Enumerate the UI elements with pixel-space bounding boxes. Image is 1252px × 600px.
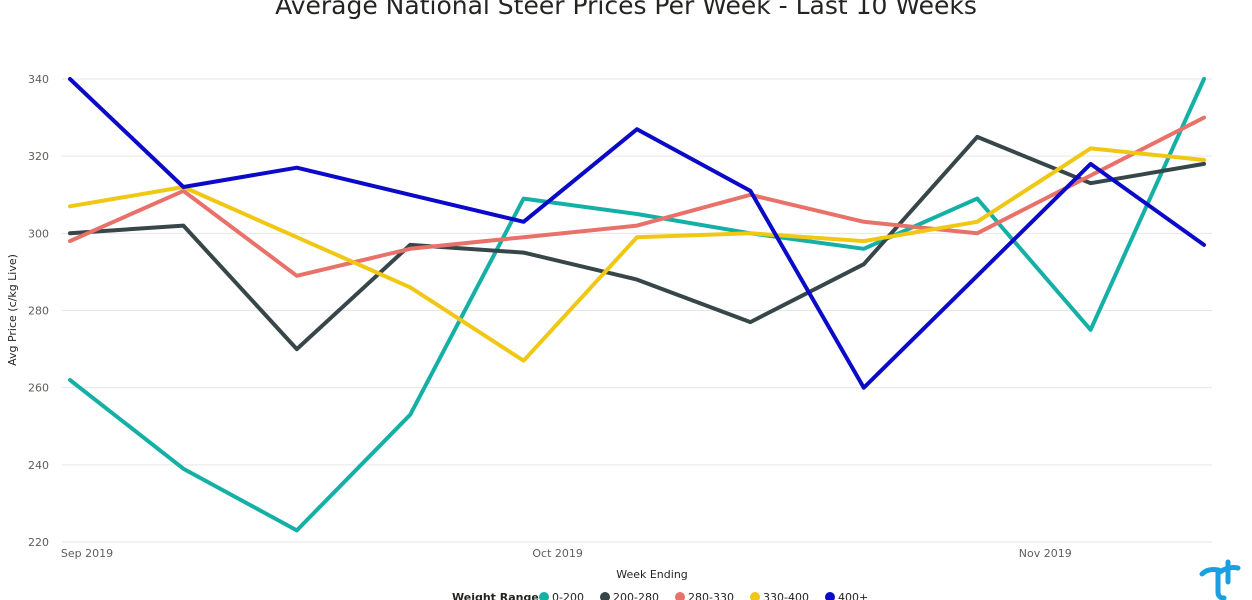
- x-tick-label: Nov 2019: [1019, 547, 1072, 560]
- legend-label: 280-330: [688, 591, 734, 600]
- x-axis: Sep 2019 Oct 2019 Nov 2019: [61, 547, 1072, 560]
- legend-marker: [825, 592, 835, 600]
- x-axis-title: Week Ending: [616, 568, 688, 581]
- gridlines: [62, 78, 1212, 543]
- legend-label: 200-280: [613, 591, 659, 600]
- series-line-330-400: [68, 146, 1206, 363]
- legend-marker: [600, 592, 610, 600]
- series-line-400+: [68, 77, 1206, 390]
- y-axis: 220 240 260 280 300 320 340: [28, 73, 49, 549]
- y-tick-label: 320: [28, 150, 49, 163]
- legend-marker: [539, 592, 549, 600]
- legend-label: 0-200: [552, 591, 584, 600]
- series-line-200-280: [68, 134, 1206, 352]
- y-tick-label: 260: [28, 382, 49, 395]
- legend-title: Weight Range: [452, 591, 539, 600]
- series-line-0-200: [68, 77, 1206, 533]
- y-axis-title: Avg Price (c/kg Live): [6, 254, 19, 366]
- chart-title: Average National Steer Prices Per Week -…: [275, 0, 977, 20]
- y-tick-label: 340: [28, 73, 49, 86]
- legend-marker: [750, 592, 760, 600]
- series-lines: [68, 77, 1206, 533]
- x-tick-label: Oct 2019: [532, 547, 583, 560]
- y-tick-label: 240: [28, 459, 49, 472]
- y-tick-label: 220: [28, 536, 49, 549]
- y-tick-label: 300: [28, 227, 49, 240]
- y-tick-label: 280: [28, 305, 49, 318]
- legend: Weight Range 0-200 200-280 280-330 330-400 4…: [452, 591, 868, 600]
- legend-label: 400+: [838, 591, 868, 600]
- series-line-280-330: [68, 115, 1206, 278]
- x-tick-label: Sep 2019: [61, 547, 113, 560]
- legend-marker: [675, 592, 685, 600]
- tt-logo-icon: [1199, 559, 1241, 600]
- legend-label: 330-400: [763, 591, 809, 600]
